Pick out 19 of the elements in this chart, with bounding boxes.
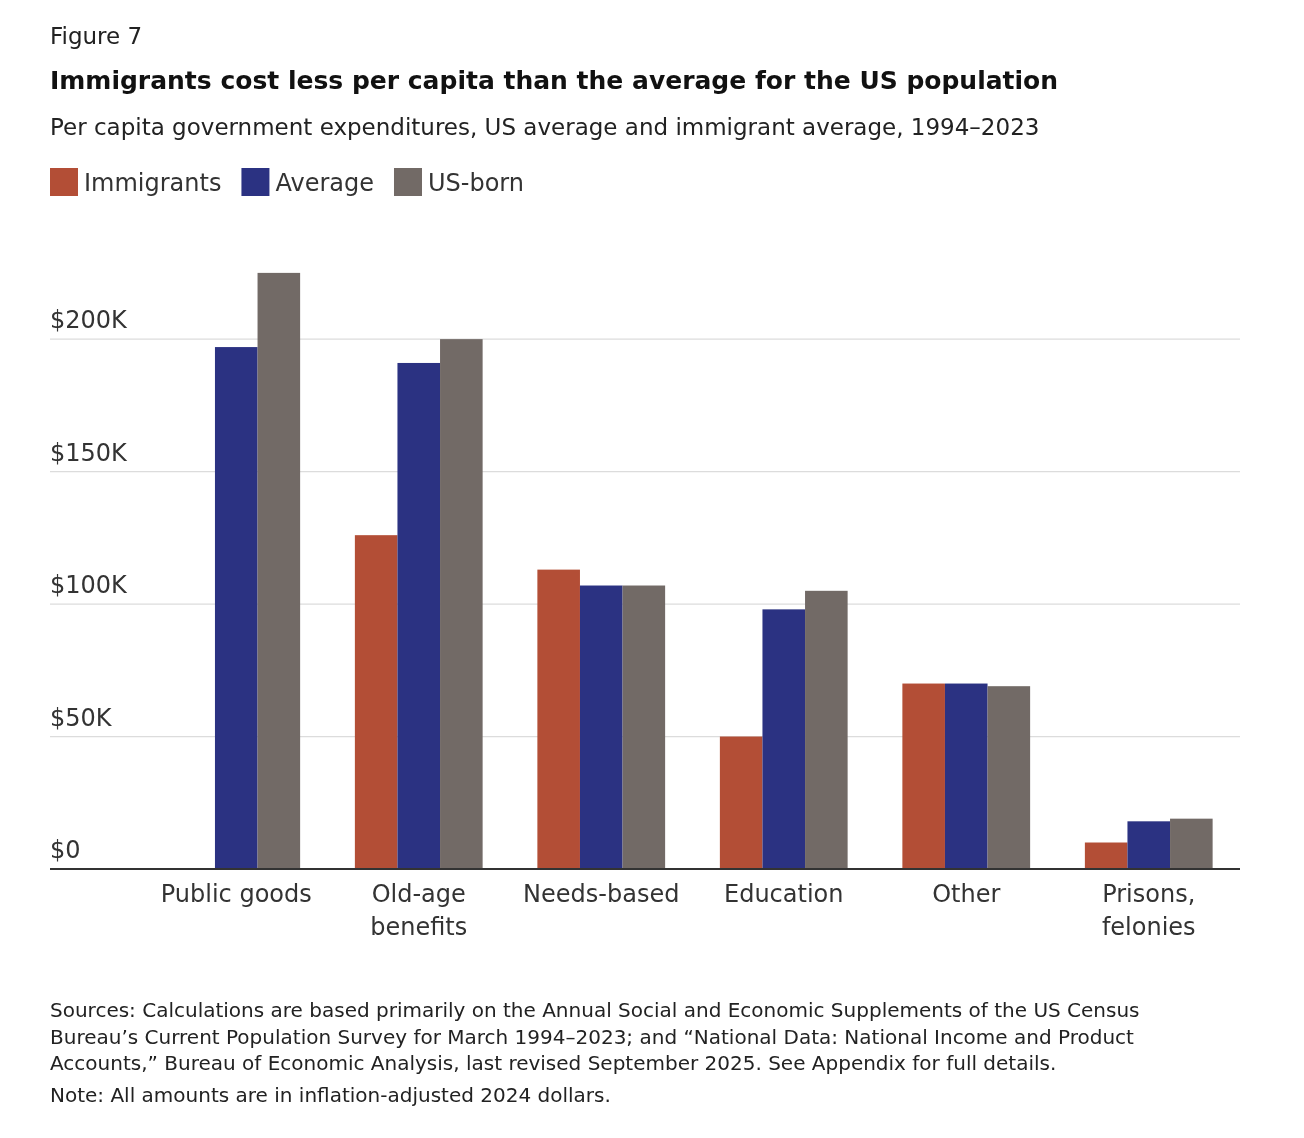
y-tick-label: $50K (50, 703, 113, 732)
y-tick-label: $150K (50, 438, 129, 467)
text: Immigrants cost less per capita than the average for the US population (50, 66, 1059, 95)
y-tick-label: $0 (50, 836, 81, 864)
x-tick-label: Public goods (160, 880, 312, 908)
legend-label: Immigrants (84, 169, 222, 197)
x-tick-label: Other (932, 880, 1001, 908)
text: Per capita government expenditures, US average and immigrant average, 1994–2023 (50, 114, 1040, 140)
x-tick-label: Education (724, 880, 844, 908)
x-tick-label: Old-age benefits (370, 880, 468, 941)
source-note: Sources: Calculations are based primarily on the Annual Social and Economic Supplements of the US Census Bureau’s Current Population Survey for March 1994–2023; and “National Data: National Income and Product Accounts,” Bureau of Economic Analysis, last revised September 2025. See Appendix for full details. (50, 998, 1140, 1075)
y-tick-label: $200K (50, 306, 129, 335)
x-tick-label: Needs-based (523, 880, 680, 908)
x-tick-label: Prisons, felonies (1101, 880, 1196, 941)
text: Note: All amounts are in inflation-adjusted 2024 dollars. (50, 1083, 611, 1107)
legend-label: US-born (427, 169, 525, 197)
legend-label: Average (275, 169, 374, 197)
annotation: Figure 7 (50, 23, 143, 49)
y-tick-label: $100K (50, 571, 129, 600)
